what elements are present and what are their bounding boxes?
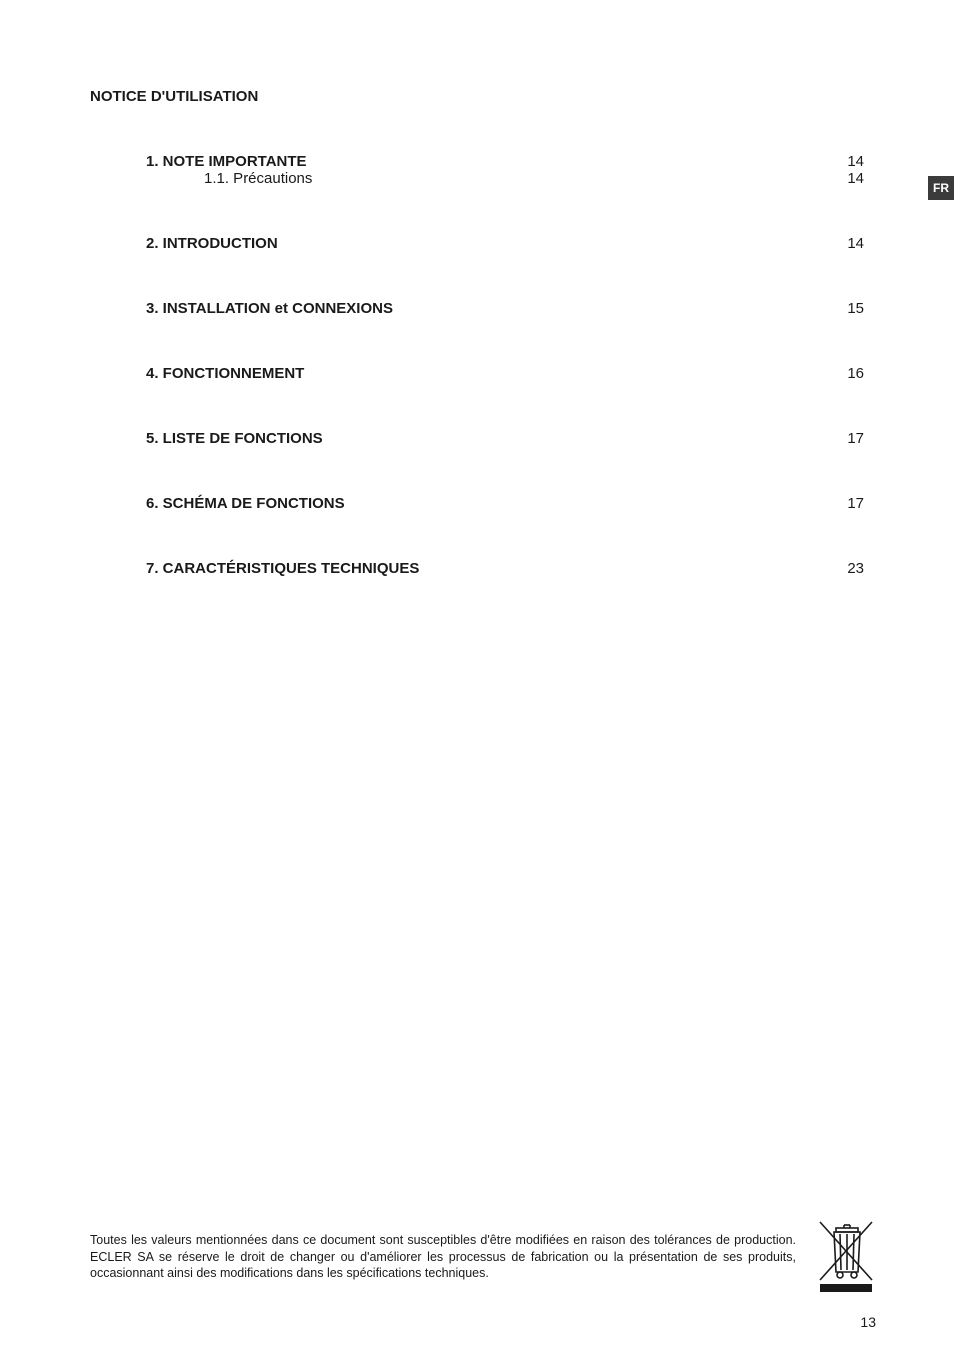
toc-page-number: 14	[847, 153, 864, 170]
language-tab-fr: FR	[928, 176, 954, 200]
toc-entry: 3. INSTALLATION et CONNEXIONS 15	[146, 300, 864, 317]
toc-sub-entry: 1.1. Précautions 14	[146, 170, 864, 187]
footer-text: Toutes les valeurs mentionnées dans ce d…	[90, 1232, 796, 1283]
weee-bin-icon	[814, 1218, 876, 1296]
toc-page-number: 15	[847, 300, 864, 317]
page-number: 13	[860, 1314, 876, 1330]
toc-title: 5. LISTE DE FONCTIONS	[146, 430, 323, 447]
toc-sub-title: 1.1. Précautions	[204, 170, 312, 187]
toc-page-number: 14	[847, 235, 864, 252]
toc-title: 4. FONCTIONNEMENT	[146, 365, 304, 382]
toc-entry: 1. NOTE IMPORTANTE 14	[146, 153, 864, 170]
page-heading: NOTICE D'UTILISATION	[90, 88, 876, 105]
toc-page-number: 17	[847, 430, 864, 447]
toc-page-number: 14	[847, 170, 864, 187]
toc-title: 1. NOTE IMPORTANTE	[146, 153, 307, 170]
toc-page-number: 17	[847, 495, 864, 512]
toc-entry: 2. INTRODUCTION 14	[146, 235, 864, 252]
toc-title: 3. INSTALLATION et CONNEXIONS	[146, 300, 393, 317]
toc-title: 7. CARACTÉRISTIQUES TECHNIQUES	[146, 560, 419, 577]
toc-title: 6. SCHÉMA DE FONCTIONS	[146, 495, 345, 512]
toc-entry: 4. FONCTIONNEMENT 16	[146, 365, 864, 382]
toc-entry: 5. LISTE DE FONCTIONS 17	[146, 430, 864, 447]
table-of-contents: 1. NOTE IMPORTANTE 14 1.1. Précautions 1…	[90, 153, 876, 577]
toc-entry: 7. CARACTÉRISTIQUES TECHNIQUES 23	[146, 560, 864, 577]
toc-entry: 6. SCHÉMA DE FONCTIONS 17	[146, 495, 864, 512]
footer: Toutes les valeurs mentionnées dans ce d…	[90, 1218, 876, 1296]
toc-page-number: 16	[847, 365, 864, 382]
toc-title: 2. INTRODUCTION	[146, 235, 278, 252]
toc-page-number: 23	[847, 560, 864, 577]
